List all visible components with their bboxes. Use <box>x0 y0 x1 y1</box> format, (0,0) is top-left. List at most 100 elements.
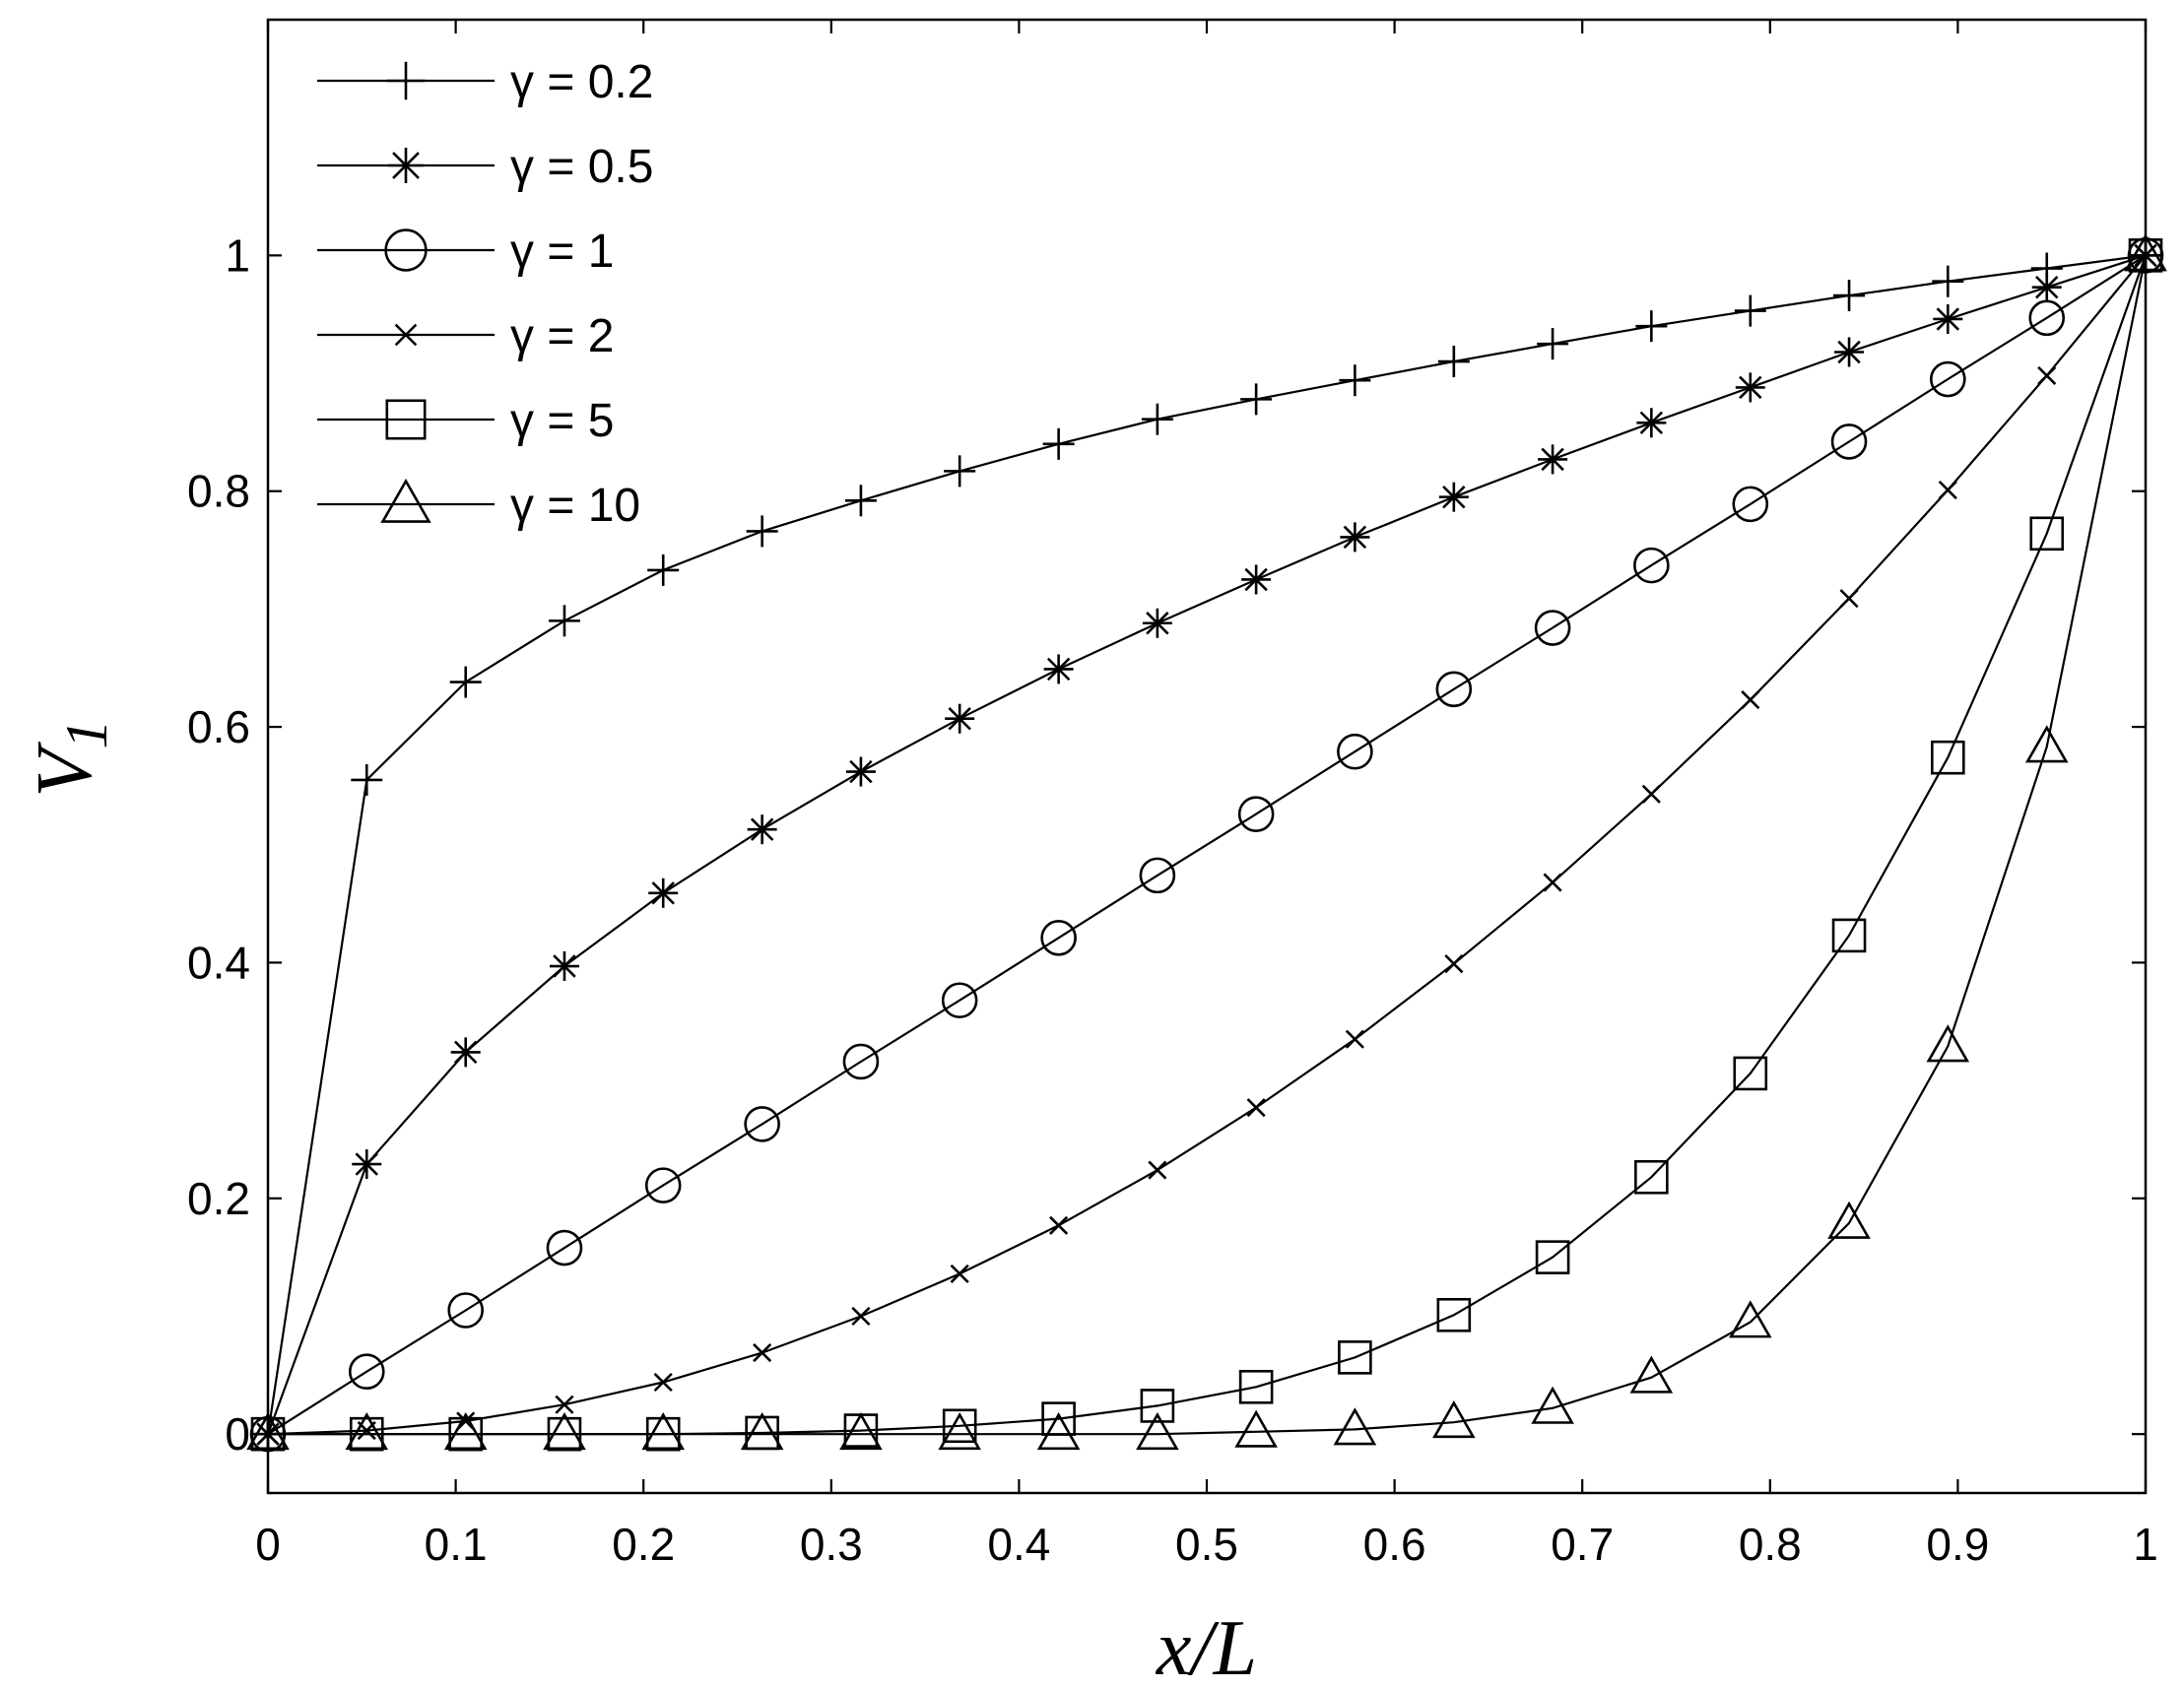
data-point-cross <box>950 1264 969 1283</box>
series-circle <box>249 237 2164 1453</box>
legend: γ = 0.2 γ = 0.5 γ = 1 γ = 2 γ = 5 γ = 10 <box>317 56 653 532</box>
data-point-asterisk <box>549 951 579 982</box>
data-point-circle <box>644 1167 682 1203</box>
data-point-plus <box>944 455 976 487</box>
data-point-circle <box>1534 610 1571 646</box>
y-tick-label: 0 <box>225 1408 250 1460</box>
legend-label: γ = 1 <box>510 226 614 278</box>
data-point-square <box>2029 516 2065 552</box>
data-point-cross <box>1246 1098 1266 1118</box>
data-point-asterisk <box>1241 564 1272 595</box>
data-point-plus <box>1833 280 1866 312</box>
data-point-square <box>1733 1056 1768 1091</box>
data-point-plus <box>449 666 482 698</box>
data-point-square <box>1140 1389 1175 1423</box>
data-point-asterisk <box>1142 608 1172 638</box>
data-point-plus <box>1339 364 1371 397</box>
legend-label: γ = 0.5 <box>510 141 653 193</box>
data-point-asterisk <box>1043 654 1074 684</box>
data-point-circle <box>384 228 428 272</box>
y-tick-label: 0.4 <box>187 937 250 988</box>
data-point-cross <box>1049 1215 1069 1235</box>
series-line <box>266 254 2147 1435</box>
data-point-plus <box>1734 294 1766 327</box>
data-point-circle <box>348 1353 385 1391</box>
data-point-cross <box>394 323 418 347</box>
series-triangle <box>246 233 2167 1451</box>
series-line <box>267 254 2147 1436</box>
legend-item: γ = 0.2 <box>317 56 653 108</box>
data-point-plus <box>1635 310 1668 343</box>
x-tick-label: 0.6 <box>1363 1519 1426 1570</box>
y-axis-title-subscript: 1 <box>54 720 119 749</box>
data-point-cross <box>2037 365 2057 385</box>
y-axis-title: V1 <box>22 720 119 798</box>
data-point-plus <box>548 605 580 637</box>
x-tick-label: 0.9 <box>1926 1519 1989 1570</box>
data-point-square <box>1436 1297 1472 1332</box>
data-point-circle <box>1237 796 1275 832</box>
data-point-triangle <box>345 1411 389 1451</box>
data-point-triangle <box>1234 1409 1278 1448</box>
data-point-square <box>1238 1369 1274 1404</box>
x-tick-label: 0.7 <box>1551 1519 1614 1570</box>
data-point-cross <box>1543 873 1562 892</box>
data-point-cross <box>753 1343 772 1363</box>
x-tick-label: 0 <box>255 1519 281 1570</box>
data-point-circle <box>1929 360 1966 398</box>
data-point-asterisk <box>1735 372 1765 403</box>
data-point-triangle <box>938 1411 981 1451</box>
data-point-triangle <box>2124 233 2167 272</box>
data-point-circle <box>546 1229 583 1267</box>
data-point-square <box>1930 740 1965 775</box>
data-point-asterisk <box>1834 337 1865 367</box>
data-point-triangle <box>1432 1400 1476 1439</box>
x-tick-label: 0.4 <box>987 1519 1050 1570</box>
data-point-triangle <box>1036 1411 1081 1451</box>
data-point-plus <box>351 763 383 796</box>
data-point-square <box>942 1408 977 1444</box>
data-point-circle <box>1732 486 1769 523</box>
y-tick-label: 0.8 <box>187 466 250 517</box>
data-point-triangle <box>246 1411 290 1451</box>
data-point-plus <box>1437 346 1470 378</box>
data-point-asterisk <box>2031 272 2062 302</box>
data-point-cross <box>1345 1029 1364 1049</box>
data-point-cross <box>1641 784 1661 804</box>
data-point-triangle <box>2024 725 2069 763</box>
data-point-square <box>1831 918 1867 953</box>
legend-item: γ = 5 <box>317 395 614 447</box>
legend-item: γ = 2 <box>317 310 614 362</box>
data-point-asterisk <box>845 756 876 787</box>
x-axis-title: x/L <box>1156 1605 1257 1689</box>
legend-item: γ = 1 <box>317 226 614 278</box>
data-point-plus <box>1537 328 1569 360</box>
data-point-asterisk <box>747 814 777 845</box>
data-point-triangle <box>380 478 431 523</box>
data-point-triangle <box>641 1411 686 1451</box>
legend-label: γ = 5 <box>510 395 614 447</box>
data-point-triangle <box>740 1411 784 1451</box>
axis-ticks: 0 0.1 0.2 0.3 0.4 0.5 0.6 0.7 0.8 0.9 1 0 0.2 0.4 0.6 0… <box>187 20 2158 1570</box>
series-line <box>267 254 2147 1436</box>
data-point-plus <box>1932 265 1964 297</box>
data-point-triangle <box>1136 1411 1179 1451</box>
data-point-asterisk <box>945 703 975 734</box>
x-tick-label: 0.8 <box>1739 1519 1802 1570</box>
series-asterisk <box>253 240 2160 1450</box>
y-tick-label: 1 <box>225 229 250 281</box>
data-point-plus <box>647 553 680 586</box>
data-point-asterisk <box>1538 444 1568 475</box>
data-point-triangle <box>1629 1355 1674 1394</box>
data-point-asterisk <box>1438 482 1469 512</box>
data-point-square <box>1535 1240 1570 1274</box>
data-point-plus <box>1240 383 1273 416</box>
data-point-triangle <box>1728 1300 1772 1338</box>
data-point-cross <box>1444 954 1464 974</box>
data-point-asterisk <box>1933 303 1963 334</box>
data-point-triangle <box>1333 1407 1377 1446</box>
data-point-cross <box>851 1306 871 1327</box>
data-point-plus <box>386 61 426 100</box>
data-point-circle <box>2028 299 2066 337</box>
